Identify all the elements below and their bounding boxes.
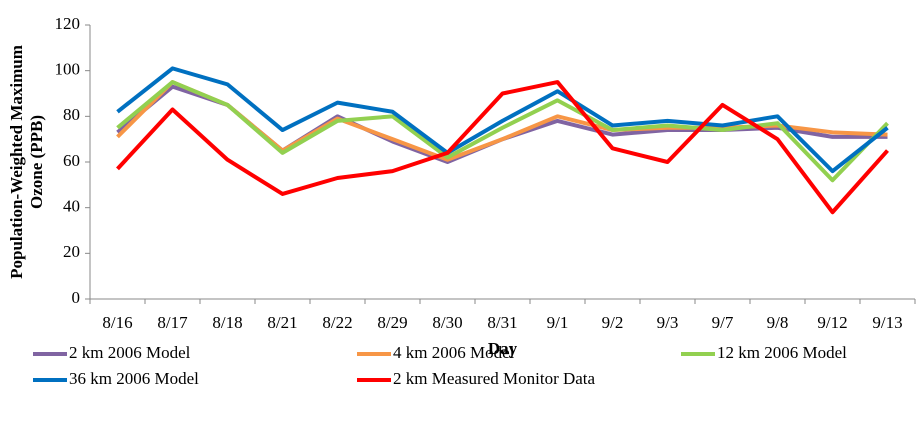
legend-label: 36 km 2006 Model [69, 369, 199, 388]
legend-label: 4 km 2006 Model [393, 343, 515, 362]
y-tick-label: 80 [63, 105, 80, 124]
y-tick-label: 120 [55, 14, 81, 33]
x-tick-label: 9/8 [767, 313, 789, 332]
legend-label: 2 km Measured Monitor Data [393, 369, 596, 388]
y-tick-label: 60 [63, 151, 80, 170]
x-tick-label: 9/2 [602, 313, 624, 332]
series-line [116, 80, 889, 183]
y-axis-title: Population-Weighted Maximum [7, 45, 26, 279]
y-tick-label: 20 [63, 242, 80, 261]
y-tick-label: 100 [55, 60, 81, 79]
y-tick-label: 40 [63, 197, 80, 216]
y-tick-label: 0 [72, 288, 81, 307]
x-axis-title: Day [488, 339, 518, 358]
x-tick-label: 8/21 [267, 313, 297, 332]
x-tick-label: 9/13 [872, 313, 902, 332]
x-tick-label: 9/1 [547, 313, 569, 332]
legend-label: 12 km 2006 Model [717, 343, 847, 362]
legend-label: 2 km 2006 Model [69, 343, 191, 362]
x-tick-label: 9/12 [817, 313, 847, 332]
x-tick-label: 8/22 [322, 313, 352, 332]
x-tick-label: 8/29 [377, 313, 407, 332]
x-tick-label: 9/3 [657, 313, 679, 332]
series-line [116, 66, 889, 174]
x-tick-label: 8/31 [487, 313, 517, 332]
x-tick-label: 8/17 [157, 313, 188, 332]
x-tick-label: 9/7 [712, 313, 734, 332]
series-line [116, 80, 889, 215]
y-axis-title: Ozone (PPB) [27, 115, 46, 209]
x-tick-label: 8/18 [212, 313, 242, 332]
x-tick-label: 8/16 [102, 313, 132, 332]
x-tick-label: 8/30 [432, 313, 462, 332]
